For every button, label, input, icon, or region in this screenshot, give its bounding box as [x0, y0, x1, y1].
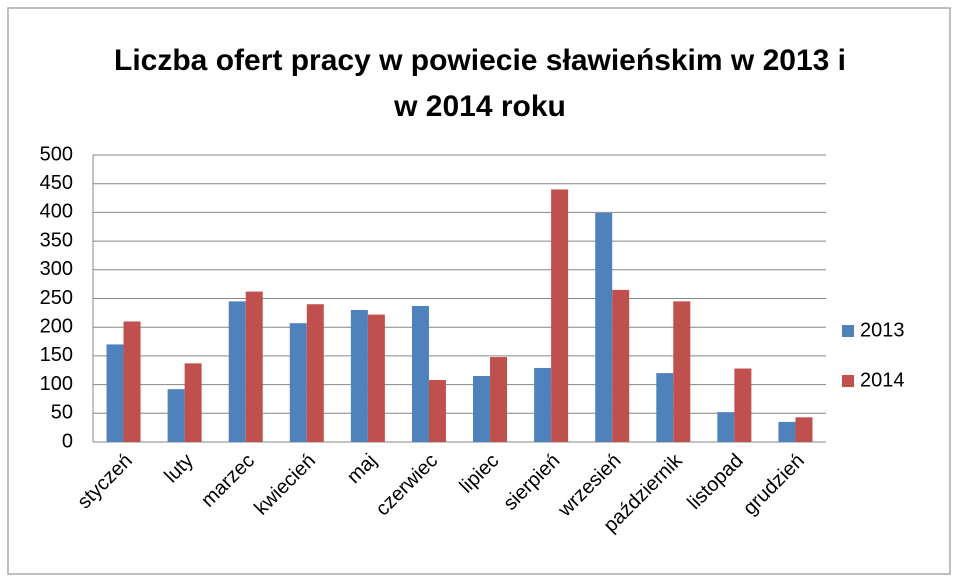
- legend-label: 2014: [860, 369, 905, 391]
- bar: [123, 321, 141, 442]
- y-tick-label: 150: [40, 344, 73, 366]
- bar: [428, 380, 446, 442]
- bar: [595, 212, 613, 442]
- bar: [656, 373, 674, 442]
- y-tick-label: 250: [40, 287, 73, 309]
- bar: [717, 412, 735, 442]
- y-tick-label: 500: [40, 143, 73, 165]
- bar: [411, 305, 429, 442]
- bar: [612, 289, 630, 442]
- bar: [673, 301, 691, 442]
- bar: [795, 417, 813, 442]
- bar: [350, 309, 368, 442]
- bar: [106, 344, 124, 442]
- y-tick-label: 450: [40, 172, 73, 194]
- legend-label: 2013: [860, 319, 905, 341]
- chart-border: [7, 7, 951, 575]
- bar: [534, 367, 552, 442]
- legend-swatch: [842, 375, 854, 387]
- y-tick-label: 50: [51, 402, 73, 424]
- chart-title: Liczba ofert pracy w powiecie sławieński…: [114, 44, 846, 123]
- bar: [551, 189, 569, 442]
- bar: [289, 323, 307, 442]
- bar: [184, 363, 202, 442]
- bar: [490, 357, 508, 442]
- y-tick-label: 400: [40, 201, 73, 223]
- y-tick-label: 100: [40, 373, 73, 395]
- bar: [167, 389, 185, 442]
- bar: [367, 314, 385, 442]
- bar: [473, 375, 491, 442]
- bar: [778, 421, 796, 442]
- legend-swatch: [842, 325, 854, 337]
- bar: [245, 291, 263, 442]
- bar: [228, 301, 246, 442]
- y-tick-label: 350: [40, 229, 73, 251]
- bar: [306, 304, 324, 442]
- bar: [734, 368, 752, 442]
- y-tick-label: 0: [62, 430, 73, 452]
- y-tick-label: 200: [40, 315, 73, 337]
- y-tick-label: 300: [40, 258, 73, 280]
